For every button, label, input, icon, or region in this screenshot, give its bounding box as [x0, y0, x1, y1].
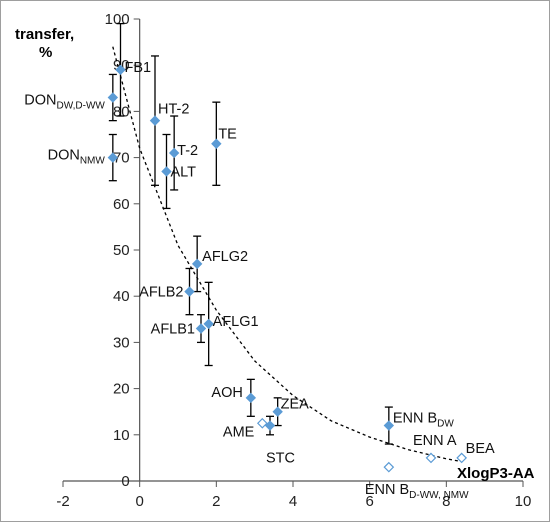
data-point [203, 318, 214, 330]
x-tick-label: 2 [212, 493, 220, 510]
point-label: AOH [211, 385, 242, 401]
data-point-open [256, 417, 268, 429]
data-point [383, 420, 395, 431]
x-tick-label: -2 [56, 493, 69, 510]
point-label: AFLG2 [202, 249, 248, 265]
y-axis-title-line1: transfer, [15, 26, 74, 43]
y-tick-label: 70 [113, 150, 130, 167]
y-tick-label: 40 [113, 288, 130, 305]
data-point-open [383, 461, 395, 473]
data-markers [107, 64, 468, 473]
point-label: TE [218, 127, 237, 143]
point-label: HT-2 [158, 102, 189, 118]
x-tick-label: 10 [515, 493, 532, 510]
data-point [264, 420, 276, 431]
x-tick-label: 0 [135, 493, 143, 510]
data-point [245, 392, 257, 404]
point-label: DONDW,D-WW [24, 93, 105, 112]
point-label: ZEA [281, 397, 310, 413]
x-tick-label: 4 [289, 493, 297, 510]
data-point [168, 147, 180, 159]
data-point [191, 258, 203, 270]
data-point [211, 138, 222, 149]
data-point [161, 166, 172, 177]
data-point [115, 64, 126, 76]
y-tick-label: 10 [113, 427, 130, 444]
error-bars [108, 22, 393, 445]
point-label: AFLG1 [213, 314, 259, 330]
trendline [112, 46, 462, 463]
point-label: STC [266, 451, 295, 467]
data-point [184, 286, 195, 297]
y-tick-label: 0 [121, 473, 129, 490]
data-point [107, 92, 119, 103]
y-tick-label: 50 [113, 242, 130, 259]
y-axis-title-line2: % [39, 44, 52, 61]
point-label: ALT [171, 164, 197, 180]
data-point [272, 406, 283, 417]
point-labels: FB1 DONDW,D-WW DONNMW HT-2 T-2 ALT TE AFLG2 AFLB… [24, 60, 495, 501]
y-tick-label: 20 [113, 381, 130, 398]
y-tick-label: 60 [113, 196, 130, 213]
y-tick-label: 30 [113, 334, 130, 351]
data-point-open [456, 452, 468, 464]
data-point [107, 152, 119, 163]
point-label: DONNMW [48, 148, 106, 167]
x-tick-label: 8 [442, 493, 450, 510]
data-point [149, 115, 161, 126]
data-point [195, 323, 207, 334]
point-label: ENN BDW [393, 411, 455, 430]
point-label: FB1 [125, 60, 152, 76]
y-tick-label: 80 [113, 103, 130, 120]
point-label: BEA [466, 441, 495, 457]
point-label: T-2 [177, 143, 198, 159]
point-label: ENN BD-WW, NMW [365, 482, 469, 501]
point-label: AFLB1 [151, 322, 195, 338]
x-axis-title: XlogP3-AA [457, 465, 535, 482]
point-label: ENN A [413, 433, 457, 449]
point-label: AME [223, 424, 255, 440]
point-label: AFLB2 [139, 285, 183, 301]
data-point-open [425, 452, 437, 464]
x-tick-label: 6 [365, 493, 373, 510]
y-tick-label: 100 [105, 11, 130, 28]
trendline-group [112, 46, 462, 463]
